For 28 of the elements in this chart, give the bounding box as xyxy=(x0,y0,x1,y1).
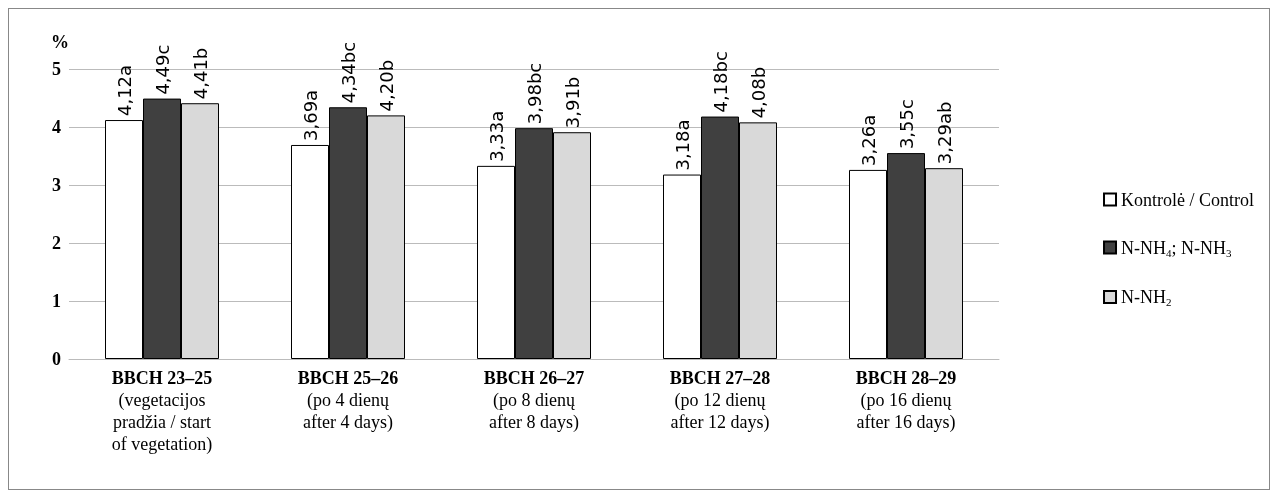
x-tick-label: BBCH 25–26 (po 4 dienų after 4 days) xyxy=(297,368,399,433)
y-tick-label: 2 xyxy=(52,233,61,253)
data-label: 4,34bc xyxy=(337,41,359,104)
data-label: 3,26a xyxy=(857,114,879,166)
data-label: 4,08b xyxy=(747,66,769,119)
x-tick-label: BBCH 28–29 (po 16 dienų after 16 days) xyxy=(855,368,957,433)
data-label: 3,55c xyxy=(895,99,917,150)
data-label: 3,29ab xyxy=(933,101,955,165)
data-label: 4,49c xyxy=(151,44,173,95)
x-tick-label: BBCH 27–28 (po 12 dienų after 12 days) xyxy=(669,368,771,433)
y-axis-title: % xyxy=(51,32,69,52)
data-label: 3,18a xyxy=(671,119,693,171)
data-label: 3,91b xyxy=(561,76,583,129)
data-label: 4,20b xyxy=(375,59,397,112)
data-label: 3,98bc xyxy=(523,62,545,125)
y-tick-label: 5 xyxy=(52,59,61,79)
data-label: 4,12a xyxy=(113,64,135,117)
y-tick-label: 0 xyxy=(52,349,61,369)
data-label: 4,41b xyxy=(189,47,211,100)
data-label: 4,18bc xyxy=(709,51,731,113)
legend-label: Kontrolė / Control xyxy=(1121,189,1255,210)
y-tick-label: 1 xyxy=(52,291,61,311)
x-tick-label: BBCH 23–25 (vegetacijos pradžia / start of vegetation) xyxy=(111,368,213,455)
data-label: 3,33a xyxy=(485,110,507,162)
y-tick-label: 4 xyxy=(52,117,61,137)
data-label: 3,69a xyxy=(299,89,321,141)
x-tick-label: BBCH 26–27 (po 8 dienų after 8 days) xyxy=(483,368,585,433)
y-tick-label: 3 xyxy=(52,175,61,195)
